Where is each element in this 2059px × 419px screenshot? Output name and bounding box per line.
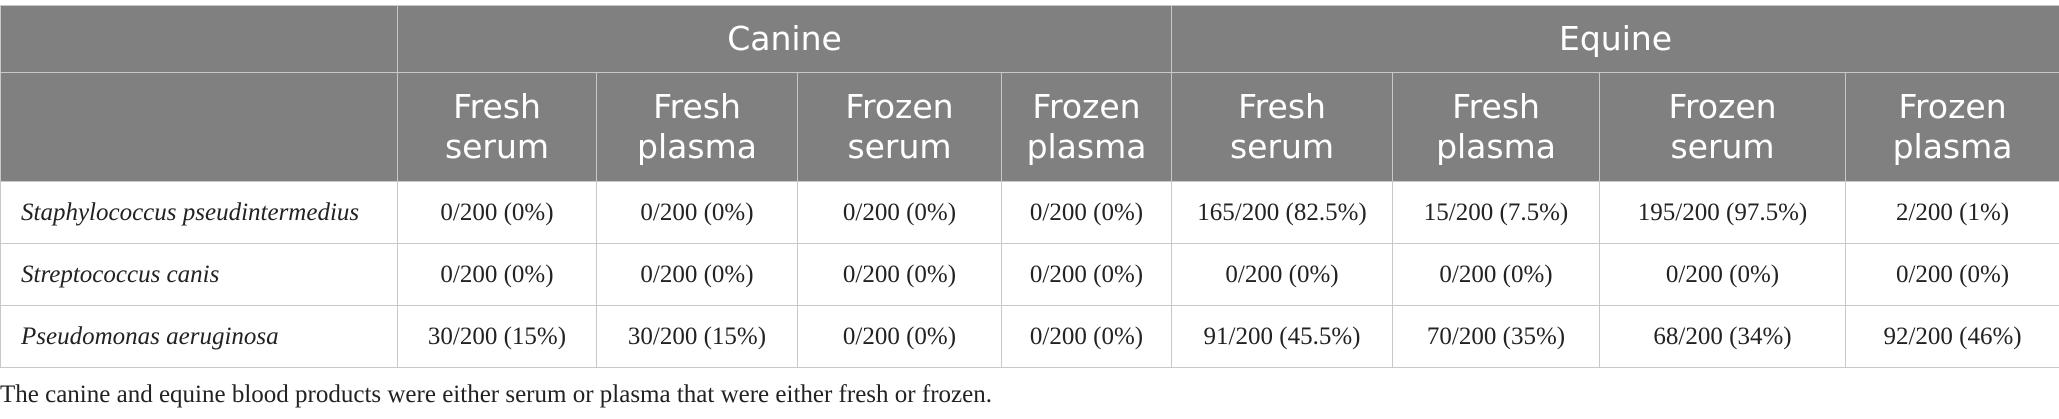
cell: 92/200 (46%) [1845, 305, 2059, 368]
cell: 68/200 (34%) [1599, 305, 1847, 368]
column-header: Fresh serum [1171, 72, 1394, 182]
column-header: Frozen serum [797, 72, 1002, 182]
cell: 0/200 (0%) [1392, 243, 1601, 306]
cell: 0/200 (0%) [397, 181, 597, 244]
cell: 0/200 (0%) [797, 305, 1002, 368]
column-header-text: Frozen plasma [1892, 87, 2013, 166]
corner-cell [0, 5, 398, 73]
column-header-text: Fresh plasma [1436, 87, 1556, 166]
column-header: Fresh plasma [1392, 72, 1601, 182]
cell: 0/200 (0%) [1599, 243, 1847, 306]
column-header: Frozen plasma [1845, 72, 2059, 182]
column-header: Frozen serum [1599, 72, 1847, 182]
cell: 2/200 (1%) [1845, 181, 2059, 244]
cell: 91/200 (45.5%) [1171, 305, 1394, 368]
column-header: Fresh serum [397, 72, 597, 182]
column-header: Fresh plasma [596, 72, 798, 182]
footnote: The canine and equine blood products wer… [0, 381, 992, 408]
cell: 0/200 (0%) [1171, 243, 1394, 306]
row-label: Pseudomonas aeruginosa [0, 305, 398, 368]
column-header-row: Fresh serum Fresh plasma Frozen serum Froze… [0, 72, 2059, 182]
cell: 70/200 (35%) [1392, 305, 1601, 368]
results-table: Canine Equine Fresh serum Fresh plasma Froz… [0, 5, 2059, 368]
data-row: Streptococcus canis 0/200 (0%) 0/200 (0%) 0… [0, 243, 2059, 306]
group-header-row: Canine Equine [0, 5, 2059, 73]
cell: 0/200 (0%) [1000, 243, 1173, 306]
column-header-text: Fresh plasma [637, 87, 757, 166]
cell: 30/200 (15%) [596, 305, 798, 368]
cell: 165/200 (82.5%) [1171, 181, 1394, 244]
cell: 0/200 (0%) [797, 243, 1002, 306]
cell: 15/200 (7.5%) [1392, 181, 1601, 244]
column-header-text: Frozen plasma [1026, 87, 1147, 166]
group-header: Equine [1171, 5, 2059, 73]
cell: 0/200 (0%) [797, 181, 1002, 244]
cell: 0/200 (0%) [1845, 243, 2059, 306]
cell: 0/200 (0%) [596, 181, 798, 244]
corner-cell [0, 72, 398, 182]
cell: 195/200 (97.5%) [1599, 181, 1847, 244]
cell: 0/200 (0%) [596, 243, 798, 306]
row-label: Staphylococcus pseudintermedius [0, 181, 398, 244]
cell: 0/200 (0%) [1000, 181, 1173, 244]
row-label: Streptococcus canis [0, 243, 398, 306]
cell: 0/200 (0%) [397, 243, 597, 306]
column-header: Frozen plasma [1000, 72, 1173, 182]
data-row: Staphylococcus pseudintermedius 0/200 (0%… [0, 181, 2059, 244]
column-header-text: Frozen serum [1668, 87, 1777, 166]
cell: 30/200 (15%) [397, 305, 597, 368]
data-row: Pseudomonas aeruginosa 30/200 (15%) 30/200… [0, 305, 2059, 368]
cell: 0/200 (0%) [1000, 305, 1173, 368]
column-header-text: Fresh serum [1229, 87, 1335, 166]
column-header-text: Fresh serum [444, 87, 550, 166]
group-header: Canine [396, 5, 1173, 73]
column-header-text: Frozen serum [845, 87, 954, 166]
